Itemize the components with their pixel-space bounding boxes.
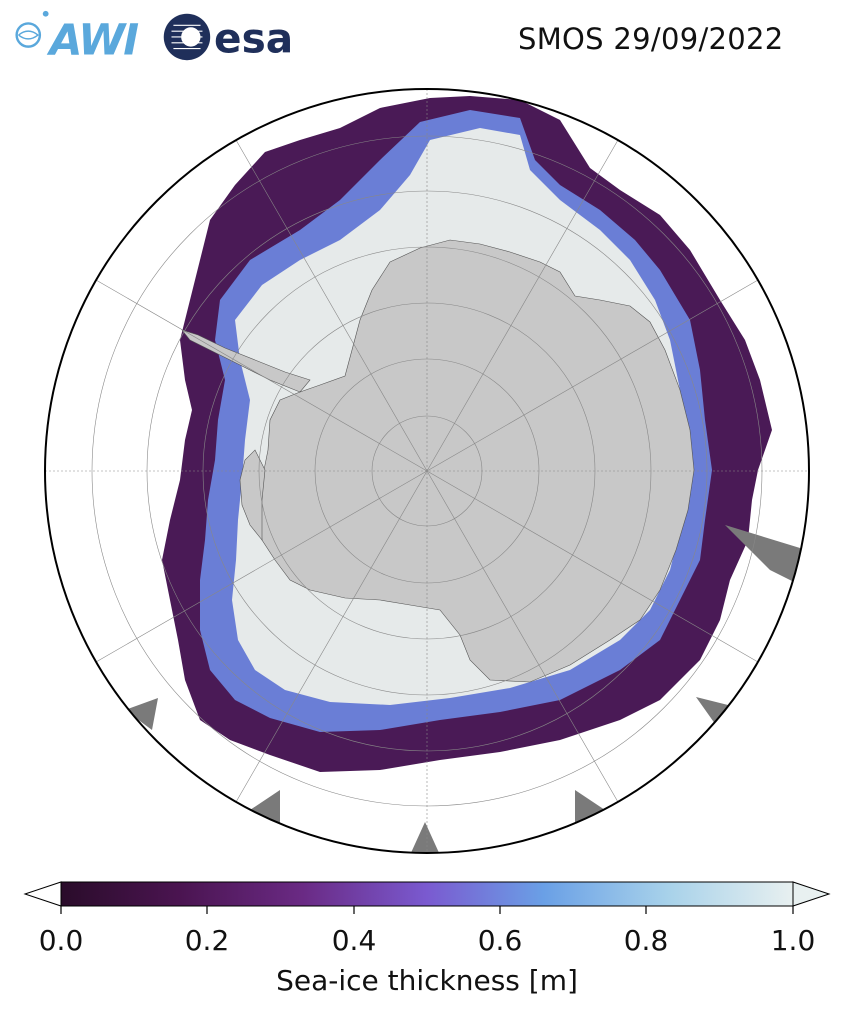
- land-tip-south: [410, 822, 440, 853]
- logo-group: AWI esa: [15, 10, 293, 65]
- graticule: [45, 89, 809, 853]
- esa-logo-text: esa: [214, 14, 293, 62]
- colorbar-tick-label: 1.0: [770, 924, 816, 957]
- colorbar-ticks: [60, 906, 794, 914]
- colorbar-extend-min: [23, 881, 62, 907]
- antarctica-landmass: [257, 239, 695, 683]
- land-tip-southwest: [125, 698, 158, 730]
- map-title: SMOS 29/09/2022: [518, 22, 784, 56]
- map-boundary: [44, 88, 810, 854]
- colorbar-gradient: [60, 881, 794, 907]
- colorbar-tick-label: 0.4: [331, 924, 377, 957]
- colorbar-tick-label: 0.6: [477, 924, 523, 957]
- land-tip-southeast: [725, 525, 800, 585]
- awi-logo-text: AWI: [47, 15, 139, 65]
- antarctic-peninsula: [181, 329, 311, 393]
- sea-ice-map: [44, 88, 810, 854]
- colorbar-tick-label: 0.8: [623, 924, 669, 957]
- awi-logo: AWI: [15, 10, 140, 65]
- esa-logo: esa: [163, 13, 293, 62]
- colorbar: [23, 881, 831, 914]
- colorbar-extend-max: [792, 881, 831, 907]
- colorbar-label: Sea-ice thickness [m]: [276, 964, 578, 997]
- colorbar-tick-label: 0.0: [38, 924, 84, 957]
- colorbar-tick-label: 0.2: [184, 924, 230, 957]
